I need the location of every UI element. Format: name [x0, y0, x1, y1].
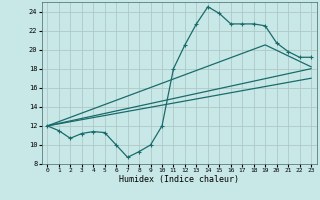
X-axis label: Humidex (Indice chaleur): Humidex (Indice chaleur)	[119, 175, 239, 184]
